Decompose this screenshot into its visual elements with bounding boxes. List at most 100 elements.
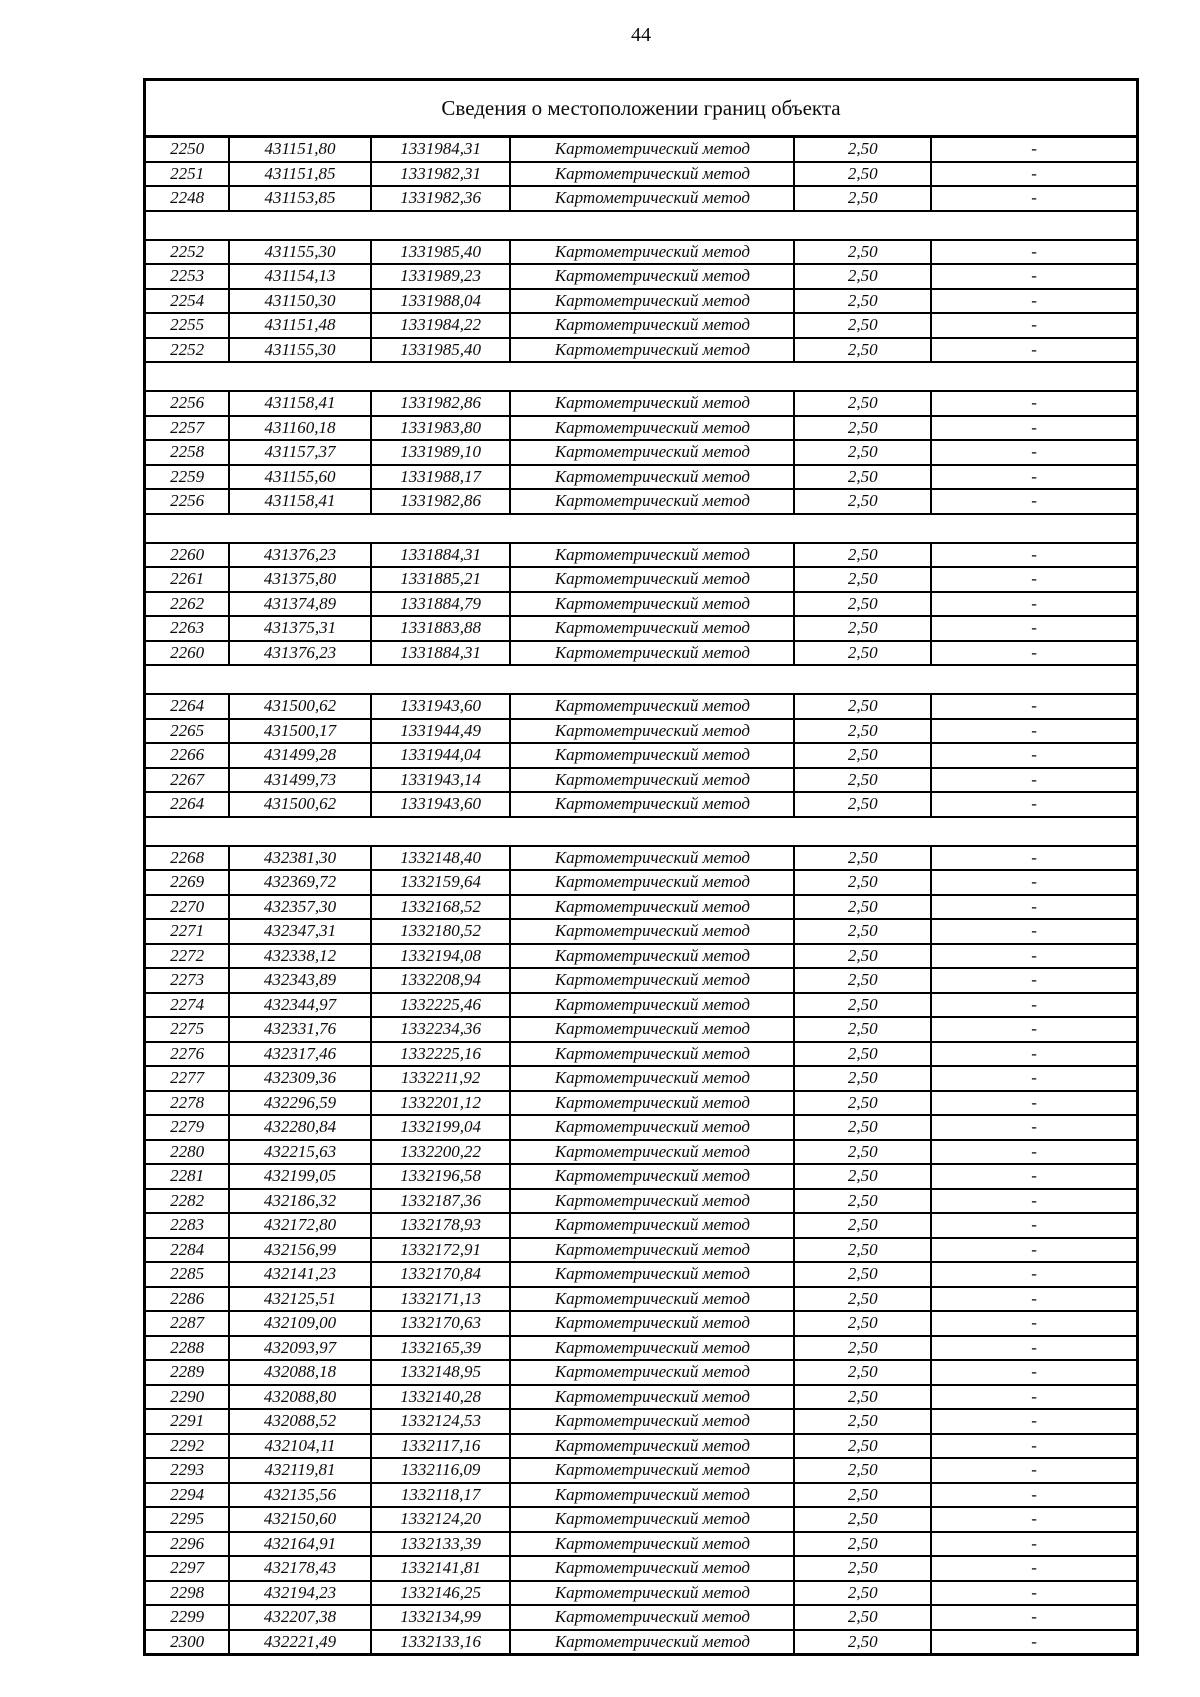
point-number-cell: 2273	[143, 967, 231, 994]
table-row: 2274 432344,97 1332225,46 Картометрический …	[143, 991, 1139, 1018]
table-row: 2266 431499,28 1331944,04 Картометрический …	[143, 742, 1139, 769]
description-cell: -	[930, 791, 1139, 818]
point-number-cell: 2256	[143, 390, 231, 417]
y-coordinate-cell: 1332124,20	[369, 1506, 512, 1533]
y-coordinate-cell: 1332141,81	[369, 1555, 512, 1582]
table-row: 2286 432125,51 1332171,13 Картометрический …	[143, 1285, 1139, 1312]
method-cell: Картометрический метод	[509, 1555, 796, 1582]
y-coordinate-cell: 1331984,31	[369, 135, 512, 163]
description-cell: -	[930, 1089, 1139, 1116]
point-number-cell: 2268	[143, 844, 231, 871]
point-number-cell: 2252	[143, 238, 231, 265]
x-coordinate-cell: 432194,23	[228, 1579, 372, 1606]
x-coordinate-cell: 432104,11	[228, 1432, 372, 1459]
y-coordinate-cell: 1331989,10	[369, 439, 512, 466]
precision-cell: 2,50	[793, 439, 933, 466]
point-number-cell: 2265	[143, 717, 231, 744]
precision-cell: 2,50	[793, 1481, 933, 1508]
x-coordinate-cell: 431376,23	[228, 639, 372, 666]
x-coordinate-cell: 432280,84	[228, 1114, 372, 1141]
y-coordinate-cell: 1332133,39	[369, 1530, 512, 1557]
description-cell: -	[930, 263, 1139, 290]
point-number-cell: 2252	[143, 336, 231, 363]
y-coordinate-cell: 1331982,86	[369, 390, 512, 417]
table-row: 2290 432088,80 1332140,28 Картометрический …	[143, 1383, 1139, 1410]
precision-cell: 2,50	[793, 390, 933, 417]
y-coordinate-cell: 1332171,13	[369, 1285, 512, 1312]
spacer-cell	[145, 211, 1138, 240]
description-cell: -	[930, 1114, 1139, 1141]
description-cell: -	[930, 135, 1139, 163]
table-row: 2270 432357,30 1332168,52 Картометрический …	[143, 893, 1139, 920]
table-row: 2252 431155,30 1331985,40 Картометрический …	[143, 336, 1139, 363]
method-cell: Картометрический метод	[509, 1579, 796, 1606]
point-number-cell: 2261	[143, 566, 231, 593]
y-coordinate-cell: 1331884,31	[369, 541, 512, 568]
group-spacer-row	[145, 514, 1138, 543]
method-cell: Картометрический метод	[509, 463, 796, 490]
description-cell: -	[930, 918, 1139, 945]
precision-cell: 2,50	[793, 1383, 933, 1410]
point-number-cell: 2258	[143, 439, 231, 466]
x-coordinate-cell: 432119,81	[228, 1457, 372, 1484]
table-row: 2260 431376,23 1331884,31 Картометрический …	[143, 541, 1139, 568]
y-coordinate-cell: 1332180,52	[369, 918, 512, 945]
point-number-cell: 2255	[143, 312, 231, 339]
point-number-cell: 2277	[143, 1065, 231, 1092]
precision-cell: 2,50	[793, 1016, 933, 1043]
group-spacer-row	[145, 211, 1138, 240]
table-row: 2291 432088,52 1332124,53 Картометрический …	[143, 1408, 1139, 1435]
table-row: 2264 431500,62 1331943,60 Картометрический …	[143, 693, 1139, 720]
precision-cell: 2,50	[793, 1040, 933, 1067]
y-coordinate-cell: 1331988,17	[369, 463, 512, 490]
method-cell: Картометрический метод	[509, 1530, 796, 1557]
y-coordinate-cell: 1331989,23	[369, 263, 512, 290]
y-coordinate-cell: 1331884,31	[369, 639, 512, 666]
method-cell: Картометрический метод	[509, 263, 796, 290]
method-cell: Картометрический метод	[509, 590, 796, 617]
table-row: 2262 431374,89 1331884,79 Картометрический …	[143, 590, 1139, 617]
precision-cell: 2,50	[793, 1530, 933, 1557]
method-cell: Картометрический метод	[509, 1408, 796, 1435]
precision-cell: 2,50	[793, 336, 933, 363]
y-coordinate-cell: 1332148,95	[369, 1359, 512, 1386]
y-coordinate-cell: 1332148,40	[369, 844, 512, 871]
description-cell: -	[930, 869, 1139, 896]
page-number: 44	[631, 24, 651, 46]
table-row: 2267 431499,73 1331943,14 Картометрический …	[143, 766, 1139, 793]
method-cell: Картометрический метод	[509, 717, 796, 744]
precision-cell: 2,50	[793, 942, 933, 969]
description-cell: -	[930, 414, 1139, 441]
description-cell: -	[930, 1163, 1139, 1190]
description-cell: -	[930, 336, 1139, 363]
precision-cell: 2,50	[793, 312, 933, 339]
precision-cell: 2,50	[793, 1579, 933, 1606]
group-spacer-row	[145, 665, 1138, 694]
x-coordinate-cell: 432317,46	[228, 1040, 372, 1067]
point-number-cell: 2293	[143, 1457, 231, 1484]
method-cell: Картометрический метод	[509, 1016, 796, 1043]
spacer-cell	[145, 514, 1138, 543]
precision-cell: 2,50	[793, 287, 933, 314]
description-cell: -	[930, 590, 1139, 617]
y-coordinate-cell: 1332172,91	[369, 1236, 512, 1263]
x-coordinate-cell: 432347,31	[228, 918, 372, 945]
x-coordinate-cell: 431154,13	[228, 263, 372, 290]
x-coordinate-cell: 432381,30	[228, 844, 372, 871]
description-cell: -	[930, 1432, 1139, 1459]
precision-cell: 2,50	[793, 869, 933, 896]
table-row: 2254 431150,30 1331988,04 Картометрический …	[143, 287, 1139, 314]
description-cell: -	[930, 1383, 1139, 1410]
y-coordinate-cell: 1332199,04	[369, 1114, 512, 1141]
table-row: 2275 432331,76 1332234,36 Картометрический …	[143, 1016, 1139, 1043]
x-coordinate-cell: 431500,62	[228, 791, 372, 818]
x-coordinate-cell: 432343,89	[228, 967, 372, 994]
table-row: 2250 431151,80 1331984,31 Картометрический …	[143, 135, 1139, 163]
table-row: 2298 432194,23 1332146,25 Картометрический …	[143, 1579, 1139, 1606]
precision-cell: 2,50	[793, 488, 933, 515]
method-cell: Картометрический метод	[509, 414, 796, 441]
table-row: 2276 432317,46 1332225,16 Картометрический …	[143, 1040, 1139, 1067]
precision-cell: 2,50	[793, 967, 933, 994]
description-cell: -	[930, 1138, 1139, 1165]
method-cell: Картометрический метод	[509, 566, 796, 593]
